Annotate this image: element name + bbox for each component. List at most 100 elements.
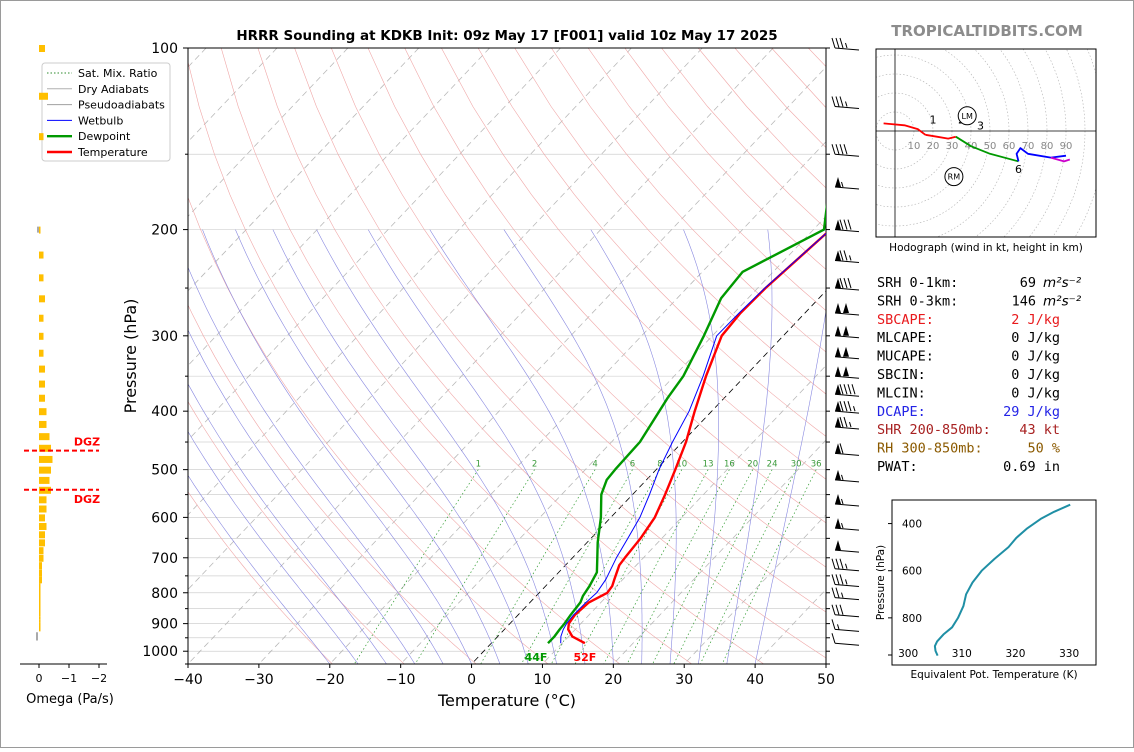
index-value: 0 J/kg bbox=[1011, 367, 1060, 383]
omega-bar bbox=[39, 562, 42, 569]
omega-bar bbox=[39, 467, 51, 474]
legend-label: Sat. Mix. Ratio bbox=[78, 67, 158, 80]
omega-bar bbox=[39, 603, 41, 610]
omega-bar bbox=[39, 626, 41, 629]
omega-tick-label: 0 bbox=[36, 672, 43, 685]
omega-bar bbox=[39, 227, 41, 234]
hodograph-caption: Hodograph (wind in kt, height in km) bbox=[889, 242, 1083, 254]
hodograph-height-label: 6 bbox=[1015, 163, 1022, 176]
index-label: DCAPE: bbox=[877, 404, 926, 420]
index-label: SHR 200-850mb: bbox=[877, 422, 991, 438]
index-label: SBCAPE: bbox=[877, 312, 934, 328]
mixing-ratio-label: 13 bbox=[703, 460, 714, 470]
index-label: SBCIN: bbox=[877, 367, 926, 383]
theta-e-y-tick-label: 600 bbox=[902, 566, 922, 578]
index-value: 0 J/kg bbox=[1011, 385, 1060, 401]
omega-bar bbox=[39, 45, 45, 52]
theta-e-x-tick-label: 300 bbox=[898, 648, 918, 660]
omega-bar bbox=[39, 628, 41, 631]
legend-label: Dewpoint bbox=[78, 130, 131, 143]
hodograph-height-label: 3 bbox=[977, 119, 984, 132]
y-tick-label: 800 bbox=[151, 586, 178, 602]
omega-bar bbox=[39, 614, 41, 617]
hodograph-height-label: 1 bbox=[930, 114, 937, 127]
theta-e-x-tick-label: 320 bbox=[1005, 648, 1025, 660]
omega-bar bbox=[39, 555, 44, 562]
omega-bar bbox=[39, 590, 41, 597]
omega-bar bbox=[39, 620, 41, 623]
omega-bar bbox=[39, 506, 47, 513]
hodograph-ring-label: 90 bbox=[1060, 141, 1073, 152]
omega-bar bbox=[39, 315, 44, 322]
y-tick-label: 600 bbox=[151, 510, 178, 526]
mixing-ratio-label: 6 bbox=[630, 460, 635, 470]
omega-tick-label: −2 bbox=[91, 672, 107, 685]
omega-bar bbox=[39, 569, 42, 576]
omega-bar bbox=[39, 408, 47, 415]
index-label: SRH 0-1km: bbox=[877, 275, 958, 291]
index-label: SRH 0-3km: bbox=[877, 293, 958, 309]
index-label: PWAT: bbox=[877, 459, 918, 475]
x-tick-label: 10 bbox=[534, 672, 552, 688]
mixing-ratio-label: 1 bbox=[476, 460, 481, 470]
omega-bar bbox=[39, 421, 47, 428]
mixing-ratio-label: 4 bbox=[592, 460, 597, 470]
y-tick-label: 100 bbox=[151, 41, 178, 57]
omega-bar bbox=[39, 350, 44, 357]
dgz-label: DGZ bbox=[74, 436, 100, 449]
theta-e-y-label: Pressure (hPa) bbox=[875, 545, 887, 620]
omega-bar bbox=[39, 133, 44, 140]
index-value: 69 bbox=[1020, 275, 1036, 291]
index-unit: m²s⁻² bbox=[1043, 293, 1082, 309]
omega-bar bbox=[39, 366, 45, 373]
omega-bar bbox=[39, 456, 53, 463]
legend-label: Wetbulb bbox=[78, 114, 123, 127]
y-tick-label: 1000 bbox=[142, 644, 178, 660]
x-tick-label: 40 bbox=[746, 672, 764, 688]
index-value: 50 % bbox=[1027, 441, 1060, 457]
omega-bar bbox=[39, 531, 45, 538]
y-tick-label: 500 bbox=[151, 463, 178, 479]
omega-bar bbox=[39, 93, 48, 100]
storm-motion-label: RM bbox=[948, 173, 961, 182]
index-value: 0.69 in bbox=[1003, 459, 1060, 475]
omega-axis-label: Omega (Pa/s) bbox=[26, 692, 114, 707]
omega-bar bbox=[39, 547, 44, 554]
theta-e-y-tick-label: 800 bbox=[902, 613, 922, 625]
omega-bar bbox=[39, 496, 47, 503]
theta-e-x-tick-label: 310 bbox=[952, 648, 972, 660]
x-tick-label: −20 bbox=[315, 672, 345, 688]
x-tick-label: −30 bbox=[244, 672, 274, 688]
omega-bar bbox=[39, 514, 45, 521]
hodograph-ring-label: 60 bbox=[1003, 141, 1016, 152]
y-tick-label: 900 bbox=[151, 617, 178, 633]
index-value: 2 J/kg bbox=[1011, 312, 1060, 328]
omega-bar bbox=[39, 623, 41, 626]
index-value: 0 J/kg bbox=[1011, 349, 1060, 365]
omega-bar bbox=[39, 576, 42, 583]
omega-bar bbox=[39, 333, 44, 340]
omega-bar bbox=[39, 583, 41, 590]
index-label: MLCAPE: bbox=[877, 330, 934, 346]
omega-bar bbox=[39, 523, 47, 530]
x-tick-label: 30 bbox=[675, 672, 693, 688]
theta-e-y-tick-label: 400 bbox=[902, 519, 922, 531]
y-tick-label: 400 bbox=[151, 404, 178, 420]
index-label: MLCIN: bbox=[877, 385, 926, 401]
x-tick-label: −10 bbox=[386, 672, 416, 688]
hodograph-ring-label: 80 bbox=[1041, 141, 1054, 152]
mixing-ratio-label: 2 bbox=[532, 460, 537, 470]
omega-bar bbox=[39, 433, 50, 440]
mixing-ratio-label: 24 bbox=[767, 460, 778, 470]
legend-label: Dry Adiabats bbox=[78, 83, 149, 96]
index-value: 29 J/kg bbox=[1003, 404, 1060, 420]
index-value: 43 kt bbox=[1019, 422, 1060, 438]
y-tick-label: 200 bbox=[151, 223, 178, 239]
mixing-ratio-label: 30 bbox=[791, 460, 802, 470]
index-value: 0 J/kg bbox=[1011, 330, 1060, 346]
hodograph-ring-label: 20 bbox=[927, 141, 940, 152]
omega-tick-label: −1 bbox=[61, 672, 77, 685]
